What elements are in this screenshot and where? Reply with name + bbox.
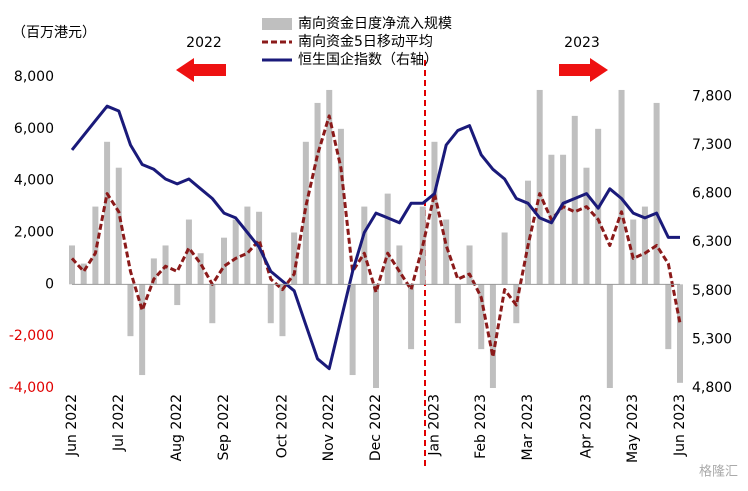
y-tick-label: 2,000 [14,225,54,241]
bar [92,206,99,285]
x-tick-label: Feb 2023 [473,394,489,459]
bar [665,284,672,350]
bar [606,284,613,388]
bar [185,219,192,285]
x-tick-label: May 2023 [625,394,641,463]
watermark: 格隆汇 [699,464,738,480]
annotation: 2022 [186,35,222,51]
bar [279,284,286,337]
bar [139,284,146,376]
x-tick-label: Mar 2023 [520,394,536,461]
bar [361,206,368,285]
x-tick-label: Dec 2022 [368,394,384,461]
bar [653,102,660,285]
bar [618,89,625,285]
bar [291,232,298,285]
y2-tick-label: 7,800 [692,88,732,104]
y-tick-label: -4,000 [9,380,54,396]
y-tick-label: 0 [45,276,54,292]
index-line [70,104,680,371]
arrow-right [559,58,608,82]
bar [127,284,134,337]
bar [560,154,567,285]
bar [454,284,461,324]
bar [478,284,485,350]
bar [443,219,450,285]
bar [349,284,356,376]
x-tick-label: Oct 2022 [274,394,290,458]
y-tick-label: 4,000 [14,173,54,189]
bar [314,102,321,285]
y2-tick-label: 4,800 [692,380,732,396]
bar [677,284,683,383]
x-tick-label: Sep 2022 [216,394,232,460]
bar [396,245,403,285]
x-tick-label: Nov 2022 [321,394,337,461]
bar [583,167,590,285]
bar [536,89,543,285]
y2-tick-label: 5,300 [692,331,732,347]
bar [244,206,251,285]
y2-tick-label: 6,800 [692,186,732,202]
x-tick-label: Jun 2023 [672,394,688,457]
bar [501,232,508,285]
bar [408,284,415,350]
bar [221,237,227,285]
x-tick-label: Jul 2022 [111,394,127,452]
y-tick-label: -2,000 [9,328,54,344]
bar [489,284,496,388]
bar [337,128,344,285]
x-tick-label: Jun 2022 [64,394,80,457]
bar [104,141,111,285]
legend-swatch [262,18,292,30]
moving-average-line [70,114,682,359]
bar [641,206,648,285]
x-tick-label: Aug 2022 [169,394,185,461]
bar [525,180,531,285]
y-unit-label: （百万港元） [12,25,96,41]
bar [431,141,438,285]
bar [150,258,157,285]
x-tick-label: Jan 2023 [426,394,442,457]
bar [115,167,122,285]
bar [232,219,239,285]
bar [384,193,391,285]
y2-tick-label: 7,300 [692,137,732,153]
bar [174,284,181,306]
legend-label: 南向资金5日移动平均 [298,34,433,50]
y-tick-label: 6,000 [14,121,54,137]
bar [80,263,87,285]
x-tick-label: Apr 2023 [578,394,594,458]
bar [466,245,473,285]
y2-tick-label: 5,800 [692,283,732,299]
y2-tick-label: 6,300 [692,234,732,250]
bar [326,89,333,285]
arrow-left [176,58,226,82]
bar [69,245,75,285]
bar [267,284,274,324]
bar [209,284,216,324]
annotation: 2023 [564,35,600,51]
bar [373,284,379,388]
y-tick-label: 8,000 [14,69,54,85]
legend-label: 南向资金日度净流入规模 [298,16,452,32]
bar [197,253,204,285]
legend-label: 恒生国企指数（右轴） [298,51,438,68]
bar [630,219,637,285]
